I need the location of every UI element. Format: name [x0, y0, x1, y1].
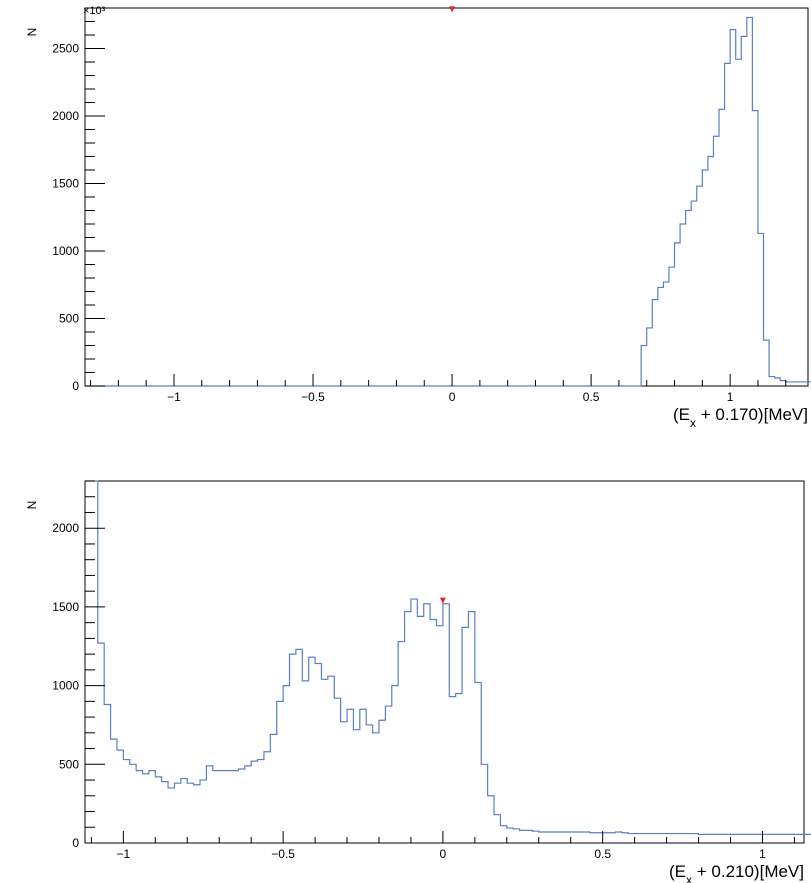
y-tick-label: 1000 [52, 244, 79, 258]
x-tick-label: −0.5 [301, 390, 325, 404]
y-tick-label: 2500 [52, 42, 79, 56]
y-tick-label: 1000 [52, 679, 79, 693]
x-tick-label: 1 [727, 390, 734, 404]
x-axis-title-post: + 0.170)[MeV] [696, 405, 808, 424]
x-axis-title-sub: x [690, 416, 696, 430]
y-multiplier-label: ×10³ [83, 5, 106, 17]
plot-frame [84, 7, 809, 387]
x-axis-title-pre: (E [673, 405, 690, 424]
x-axis-title-pre: (E [669, 862, 686, 881]
y-tick-label: 1500 [52, 600, 79, 614]
y-tick-label: 2000 [52, 521, 79, 535]
x-tick-label: −1 [117, 847, 131, 861]
y-tick-label: 1500 [52, 177, 79, 191]
y-tick-label: 500 [59, 757, 79, 771]
x-tick-label: −1 [167, 390, 181, 404]
x-tick-label: 1 [759, 847, 766, 861]
y-tick-label: 500 [59, 312, 79, 326]
peak-marker [449, 6, 456, 13]
histogram-line [85, 480, 811, 835]
x-tick-label: 0.5 [583, 390, 600, 404]
y-tick-label: 0 [72, 836, 79, 850]
x-tick-label: 0.5 [594, 847, 611, 861]
y-tick-label: 2000 [52, 109, 79, 123]
plot-frame [84, 480, 805, 844]
y-tick-label: 0 [72, 379, 79, 393]
x-axis-title-sub: x [686, 873, 692, 883]
x-tick-label: 0 [449, 390, 456, 404]
x-axis-title: (Ex + 0.210)[MeV] [669, 862, 804, 883]
y-axis-title: N [25, 28, 39, 37]
x-tick-label: −0.5 [271, 847, 295, 861]
x-axis-title: (Ex + 0.170)[MeV] [673, 405, 808, 430]
x-axis-title-post: + 0.210)[MeV] [692, 862, 804, 881]
peak-marker [439, 597, 446, 604]
histogram-line [85, 16, 811, 387]
x-tick-label: 0 [440, 847, 447, 861]
y-axis-title: N [25, 501, 39, 510]
